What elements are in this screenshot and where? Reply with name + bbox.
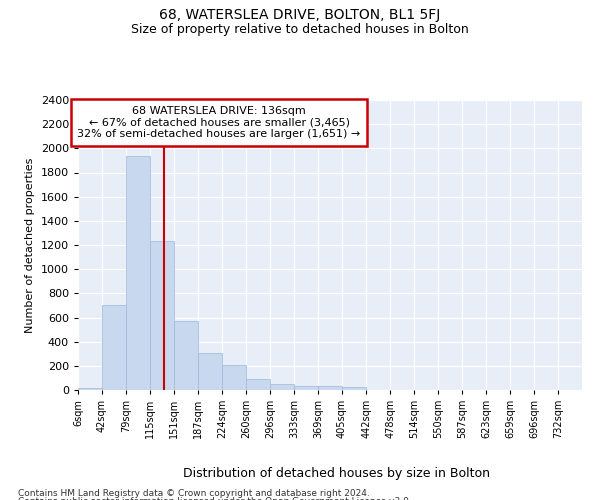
Text: Size of property relative to detached houses in Bolton: Size of property relative to detached ho… [131,22,469,36]
Bar [270,384,293,390]
Text: 68, WATERSLEA DRIVE, BOLTON, BL1 5FJ: 68, WATERSLEA DRIVE, BOLTON, BL1 5FJ [160,8,440,22]
Bar [174,320,198,390]
Bar [294,386,318,390]
Y-axis label: Number of detached properties: Number of detached properties [25,158,35,332]
Text: Contains public sector information licensed under the Open Government Licence v3: Contains public sector information licen… [18,497,412,500]
Text: Contains HM Land Registry data © Crown copyright and database right 2024.: Contains HM Land Registry data © Crown c… [18,488,370,498]
Bar [222,365,246,390]
Bar [198,353,221,390]
Text: 68 WATERSLEA DRIVE: 136sqm
← 67% of detached houses are smaller (3,465)
32% of s: 68 WATERSLEA DRIVE: 136sqm ← 67% of deta… [77,106,361,139]
Bar [342,387,366,390]
Bar [246,379,270,390]
Bar [126,156,150,390]
Text: Distribution of detached houses by size in Bolton: Distribution of detached houses by size … [182,467,490,480]
Bar [78,388,102,390]
Bar [318,386,342,390]
Bar [150,242,174,390]
Bar [102,306,125,390]
